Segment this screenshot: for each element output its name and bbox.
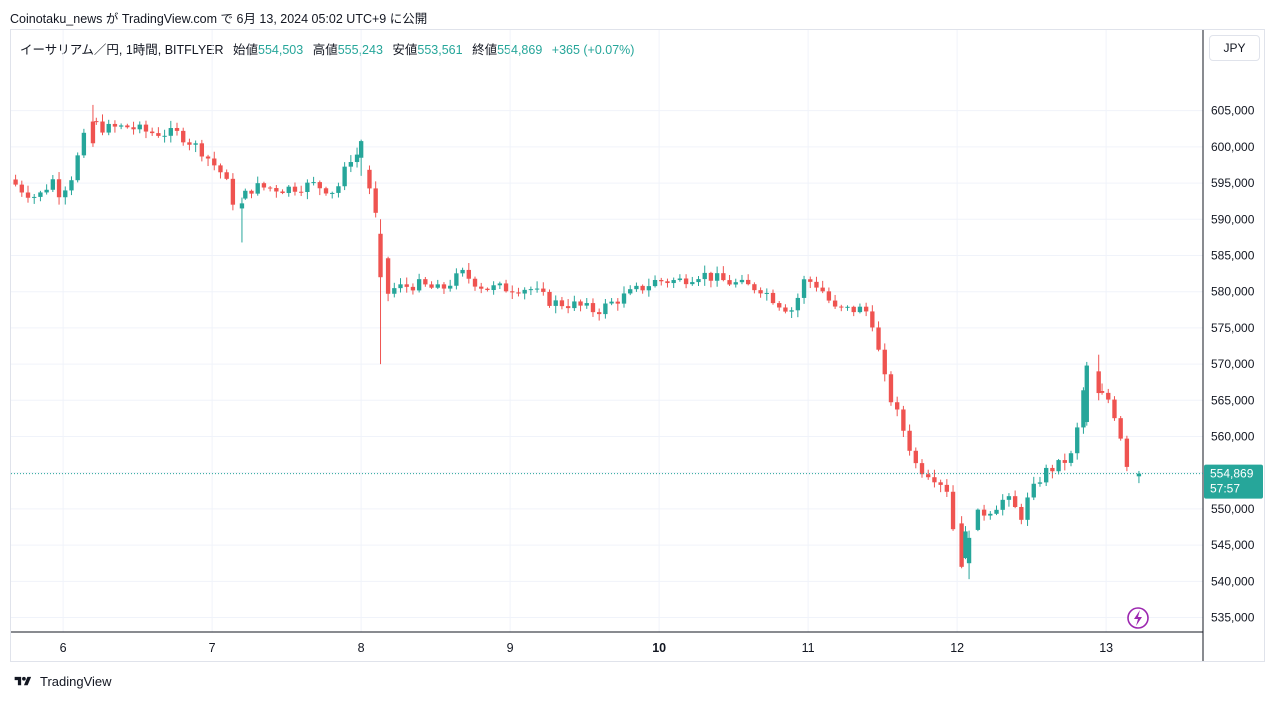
close-label: 終値 bbox=[472, 43, 498, 57]
publish-byline: Coinotaku_news が TradingView.com で 6月 13… bbox=[10, 12, 428, 26]
currency-button[interactable]: JPY bbox=[1209, 35, 1260, 61]
chart-frame bbox=[10, 29, 1265, 662]
tradingview-logo-icon bbox=[14, 676, 32, 686]
low-label: 安値 bbox=[392, 43, 418, 57]
tradingview-footer: TradingView bbox=[12, 674, 112, 689]
open-value: 554,503 bbox=[258, 43, 304, 57]
close-value: 554,869 bbox=[497, 43, 543, 57]
high-value: 555,243 bbox=[337, 43, 383, 57]
high-label: 高値 bbox=[312, 43, 338, 57]
open-label: 始値 bbox=[233, 43, 259, 57]
footer-brand: TradingView bbox=[40, 674, 112, 689]
low-value: 553,561 bbox=[417, 43, 463, 57]
change-value: +365 (+0.07%) bbox=[551, 43, 635, 57]
symbol-title: イーサリアム／円, 1時間, BITFLYER bbox=[20, 43, 224, 57]
symbol-legend: イーサリアム／円, 1時間, BITFLYER 始値554,503 高値555,… bbox=[20, 39, 634, 58]
